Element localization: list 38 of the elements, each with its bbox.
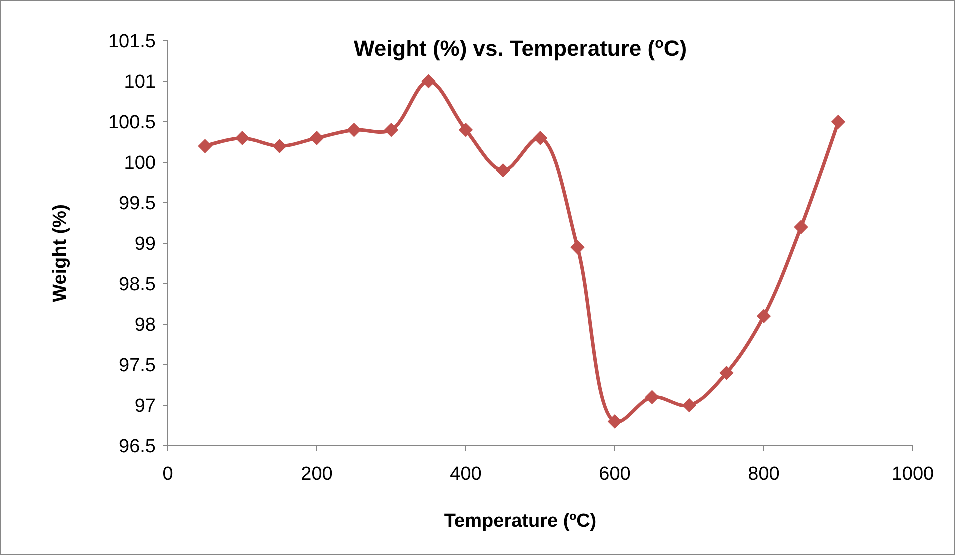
x-tick-label: 600 [599,464,631,485]
y-tick-label: 99 [134,234,156,256]
point [608,414,622,429]
point [198,139,212,154]
y-tick-label: 100 [124,153,156,174]
point [756,309,772,324]
point [272,139,287,154]
point [458,122,474,138]
point [422,74,436,89]
point [235,131,250,146]
point [496,163,510,178]
y-tick-label: 98.5 [119,274,156,296]
y-tick-label: 96.5 [119,436,156,458]
y-tick-label: 97 [134,396,156,418]
point [310,131,324,146]
point [384,122,399,138]
point [794,220,808,234]
x-tick-label: 800 [748,464,780,485]
point [570,240,585,255]
y-tick-label: 99.5 [119,194,156,215]
y-tick-label: 98 [134,315,156,336]
point [831,114,846,130]
x-tick-label: 0 [162,464,174,485]
point [347,122,362,138]
point [533,131,548,146]
x-tick-label: 400 [450,464,482,485]
chart-title: Weight (%) vs. Temperature ($^{o}$C) [354,36,688,61]
point [645,390,660,405]
y-tick-label: 100.5 [108,112,156,134]
y-tick-label: 101 [124,72,156,94]
y-tick-label: 97.5 [119,356,156,377]
x-tick-label: 1000 [892,464,934,485]
x-axis-title: Temperature (ºC) [444,511,597,532]
y-axis-title: Weight (%) [50,204,71,302]
point [682,398,697,413]
y-tick-label: 101.5 [108,32,156,53]
x-tick-label: 200 [301,464,333,485]
point [720,366,734,380]
